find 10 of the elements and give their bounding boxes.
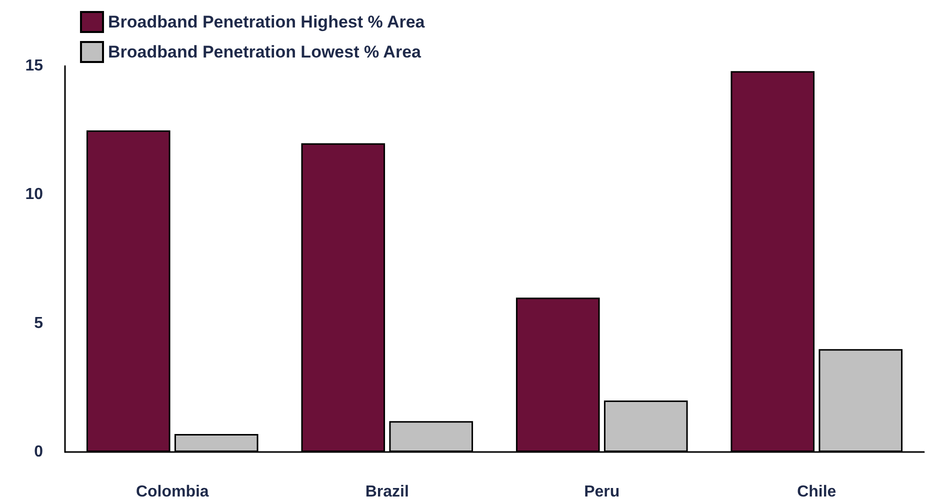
legend-label: Broadband Penetration Lowest % Area	[108, 42, 422, 62]
x-tick-label: Peru	[584, 484, 620, 500]
y-tick-label: 15	[25, 58, 44, 74]
x-tick-label: Chile	[797, 484, 836, 500]
y-tick-label: 5	[34, 314, 44, 332]
x-tick-label: Brazil	[365, 484, 409, 500]
x-tick-label: Colombia	[136, 484, 209, 500]
legend-label: Broadband Penetration Highest % Area	[108, 12, 426, 32]
y-tick-label: 10	[25, 186, 44, 204]
y-tick-label: 0	[34, 444, 44, 460]
